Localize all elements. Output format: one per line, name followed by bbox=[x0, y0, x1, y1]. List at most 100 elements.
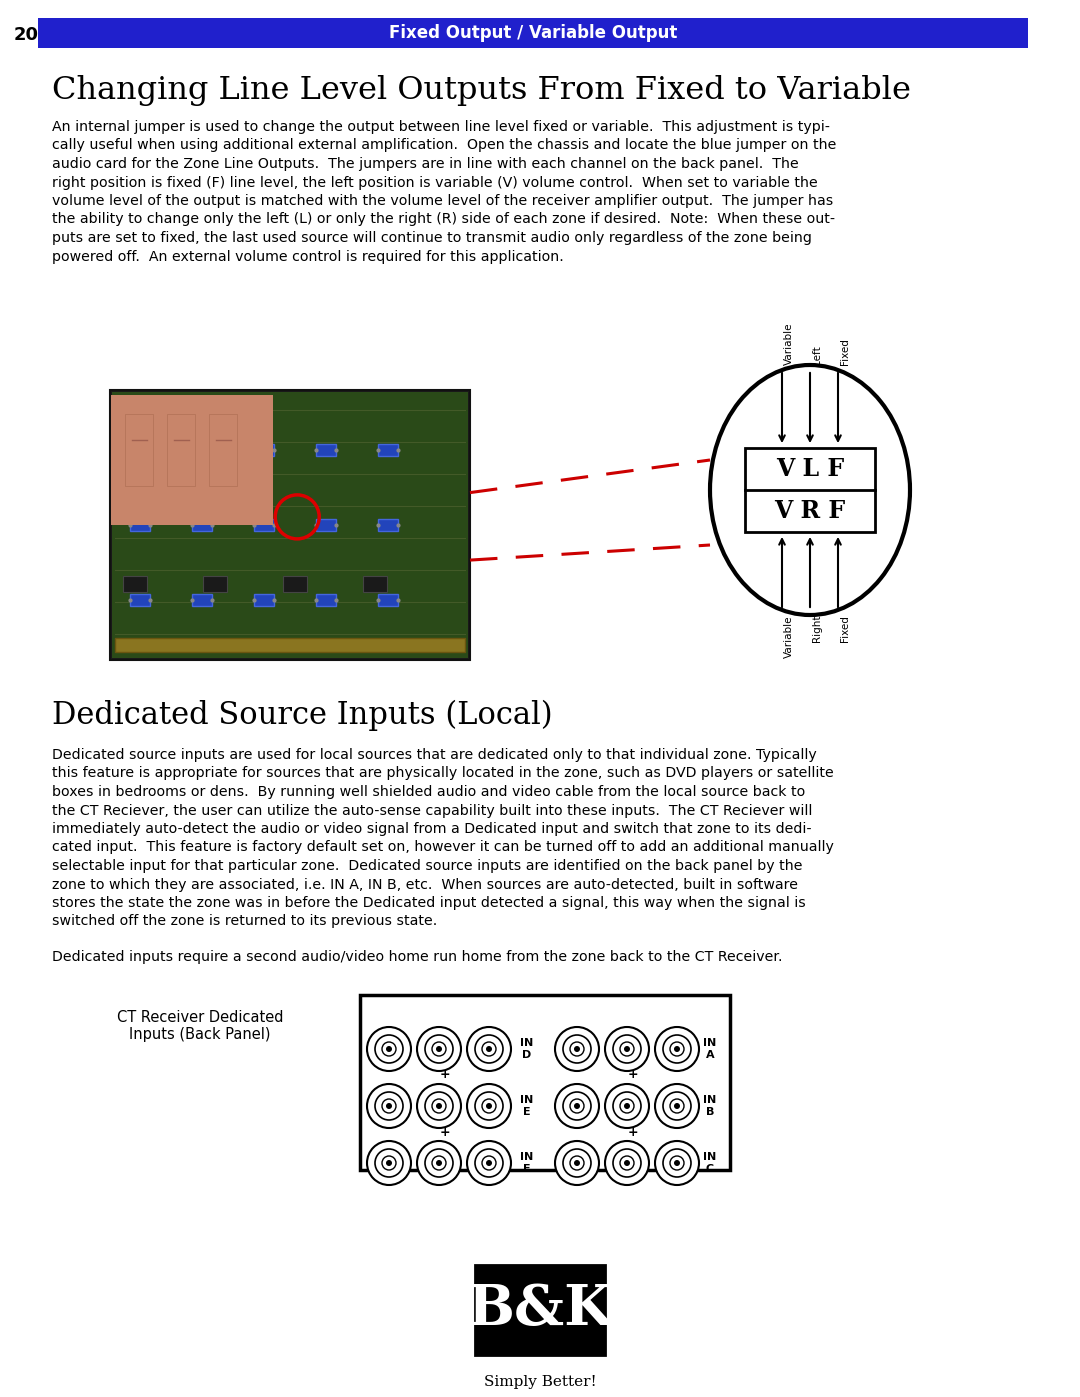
Bar bbox=[210, 415, 237, 486]
Circle shape bbox=[482, 1042, 496, 1056]
Text: audio card for the Zone Line Outputs.  The jumpers are in line with each channel: audio card for the Zone Line Outputs. Th… bbox=[52, 156, 799, 170]
Circle shape bbox=[475, 1148, 503, 1178]
Circle shape bbox=[382, 1099, 396, 1113]
Bar bbox=[254, 594, 274, 606]
Text: IN
C: IN C bbox=[703, 1153, 717, 1173]
Circle shape bbox=[570, 1155, 584, 1171]
Circle shape bbox=[367, 1084, 411, 1127]
Text: Left: Left bbox=[812, 345, 822, 365]
Bar bbox=[125, 415, 153, 486]
Circle shape bbox=[436, 1104, 442, 1109]
Bar bbox=[360, 995, 730, 1171]
Circle shape bbox=[486, 1046, 492, 1052]
Bar bbox=[283, 577, 307, 592]
Text: this feature is appropriate for sources that are physically located in the zone,: this feature is appropriate for sources … bbox=[52, 767, 834, 781]
Circle shape bbox=[417, 1084, 461, 1127]
Circle shape bbox=[620, 1042, 634, 1056]
Text: immediately auto-detect the audio or video signal from a Dedicated input and swi: immediately auto-detect the audio or vid… bbox=[52, 821, 812, 835]
Text: volume level of the output is matched with the volume level of the receiver ampl: volume level of the output is matched wi… bbox=[52, 194, 834, 208]
Bar bbox=[123, 577, 147, 592]
Bar bbox=[130, 520, 150, 531]
Circle shape bbox=[367, 1141, 411, 1185]
Circle shape bbox=[654, 1027, 699, 1071]
Circle shape bbox=[432, 1099, 446, 1113]
Circle shape bbox=[475, 1035, 503, 1063]
Circle shape bbox=[674, 1104, 680, 1109]
Circle shape bbox=[426, 1092, 453, 1120]
Circle shape bbox=[654, 1084, 699, 1127]
Text: +: + bbox=[627, 1126, 638, 1139]
Circle shape bbox=[486, 1104, 492, 1109]
Bar bbox=[475, 1266, 605, 1355]
Text: Variable: Variable bbox=[784, 615, 794, 658]
Bar bbox=[378, 594, 399, 606]
Circle shape bbox=[563, 1092, 591, 1120]
Circle shape bbox=[555, 1141, 599, 1185]
Text: IN
E: IN E bbox=[521, 1095, 534, 1116]
Circle shape bbox=[426, 1035, 453, 1063]
Circle shape bbox=[382, 1042, 396, 1056]
Circle shape bbox=[367, 1027, 411, 1071]
Circle shape bbox=[482, 1155, 496, 1171]
Text: puts are set to fixed, the last used source will continue to transmit audio only: puts are set to fixed, the last used sou… bbox=[52, 231, 812, 244]
Circle shape bbox=[375, 1148, 403, 1178]
Circle shape bbox=[382, 1155, 396, 1171]
Circle shape bbox=[436, 1160, 442, 1166]
Text: +: + bbox=[440, 1069, 450, 1081]
Bar bbox=[111, 395, 273, 525]
Text: B&K: B&K bbox=[468, 1282, 612, 1337]
Text: IN
B: IN B bbox=[703, 1095, 717, 1116]
Text: selectable input for that particular zone.  Dedicated source inputs are identifi: selectable input for that particular zon… bbox=[52, 859, 802, 873]
Text: Simply Better!: Simply Better! bbox=[484, 1375, 596, 1389]
Circle shape bbox=[605, 1027, 649, 1071]
Text: IN
D: IN D bbox=[521, 1038, 534, 1060]
Bar bbox=[192, 444, 212, 455]
Circle shape bbox=[432, 1155, 446, 1171]
Circle shape bbox=[613, 1092, 642, 1120]
Text: Fixed: Fixed bbox=[840, 615, 850, 641]
Bar bbox=[316, 594, 336, 606]
Circle shape bbox=[375, 1035, 403, 1063]
Bar bbox=[254, 520, 274, 531]
Circle shape bbox=[663, 1148, 691, 1178]
Bar bbox=[378, 444, 399, 455]
Circle shape bbox=[475, 1092, 503, 1120]
Text: powered off.  An external volume control is required for this application.: powered off. An external volume control … bbox=[52, 250, 564, 264]
Circle shape bbox=[417, 1141, 461, 1185]
Bar bbox=[130, 594, 150, 606]
Circle shape bbox=[613, 1035, 642, 1063]
Circle shape bbox=[570, 1042, 584, 1056]
Text: cally useful when using additional external amplification.  Open the chassis and: cally useful when using additional exter… bbox=[52, 138, 836, 152]
Circle shape bbox=[386, 1104, 392, 1109]
Bar bbox=[203, 577, 227, 592]
Circle shape bbox=[573, 1160, 580, 1166]
Bar bbox=[254, 444, 274, 455]
Circle shape bbox=[467, 1084, 511, 1127]
Text: Fixed Output / Variable Output: Fixed Output / Variable Output bbox=[389, 24, 677, 42]
Circle shape bbox=[605, 1141, 649, 1185]
Text: V R F: V R F bbox=[774, 499, 846, 522]
Text: the ability to change only the left (L) or only the right (R) side of each zone : the ability to change only the left (L) … bbox=[52, 212, 835, 226]
Circle shape bbox=[573, 1104, 580, 1109]
Bar bbox=[378, 520, 399, 531]
Circle shape bbox=[674, 1046, 680, 1052]
Text: Dedicated source inputs are used for local sources that are dedicated only to th: Dedicated source inputs are used for loc… bbox=[52, 747, 816, 761]
Text: CT Receiver Dedicated
Inputs (Back Panel): CT Receiver Dedicated Inputs (Back Panel… bbox=[117, 1010, 283, 1042]
Text: Changing Line Level Outputs From Fixed to Variable: Changing Line Level Outputs From Fixed t… bbox=[52, 75, 912, 106]
Bar bbox=[192, 594, 212, 606]
Bar bbox=[363, 577, 387, 592]
Text: +: + bbox=[440, 1126, 450, 1139]
Circle shape bbox=[674, 1160, 680, 1166]
Bar bbox=[110, 390, 470, 659]
Circle shape bbox=[620, 1099, 634, 1113]
Circle shape bbox=[426, 1148, 453, 1178]
Circle shape bbox=[467, 1141, 511, 1185]
Circle shape bbox=[654, 1141, 699, 1185]
Circle shape bbox=[620, 1155, 634, 1171]
Circle shape bbox=[663, 1092, 691, 1120]
Bar bbox=[112, 393, 468, 658]
Circle shape bbox=[624, 1104, 630, 1109]
Text: stores the state the zone was in before the Dedicated input detected a signal, t: stores the state the zone was in before … bbox=[52, 895, 806, 909]
Text: switched off the zone is returned to its previous state.: switched off the zone is returned to its… bbox=[52, 915, 437, 929]
Circle shape bbox=[482, 1099, 496, 1113]
